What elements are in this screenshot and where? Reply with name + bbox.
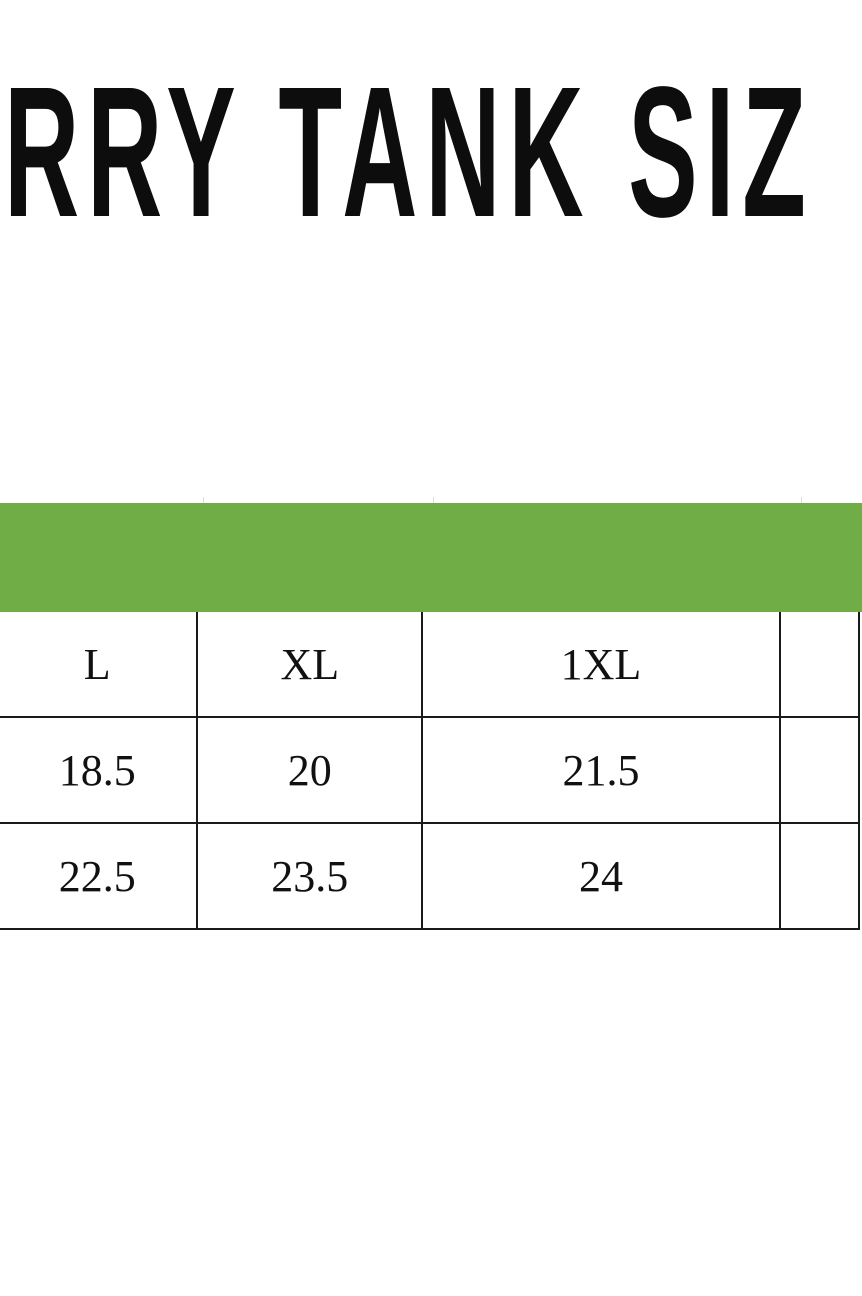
table-cell: 1XL <box>421 612 781 718</box>
table-cell: 22.5 <box>0 823 199 930</box>
table-cell <box>778 612 861 718</box>
header-divider <box>203 497 204 503</box>
table-cell: 18.5 <box>0 717 199 824</box>
table-row: 22.5 23.5 24 <box>0 823 861 930</box>
table-cell <box>778 823 861 930</box>
size-chart-title: RRY TANK SIZ <box>4 49 814 256</box>
table-cell: 23.5 <box>196 823 424 930</box>
table-cell: 20 <box>196 717 424 824</box>
table-cell: 24 <box>421 823 781 930</box>
table-row-size: L XL 1XL <box>0 612 861 718</box>
header-divider <box>433 497 434 503</box>
table-header-band <box>0 497 862 612</box>
size-table: L XL 1XL 18.5 20 21.5 22.5 23.5 24 <box>0 612 861 930</box>
table-cell: L <box>0 612 199 718</box>
table-cell <box>778 717 861 824</box>
table-cell: 21.5 <box>421 717 781 824</box>
table-row: 18.5 20 21.5 <box>0 717 861 824</box>
header-divider <box>801 497 802 503</box>
table-cell: XL <box>196 612 424 718</box>
